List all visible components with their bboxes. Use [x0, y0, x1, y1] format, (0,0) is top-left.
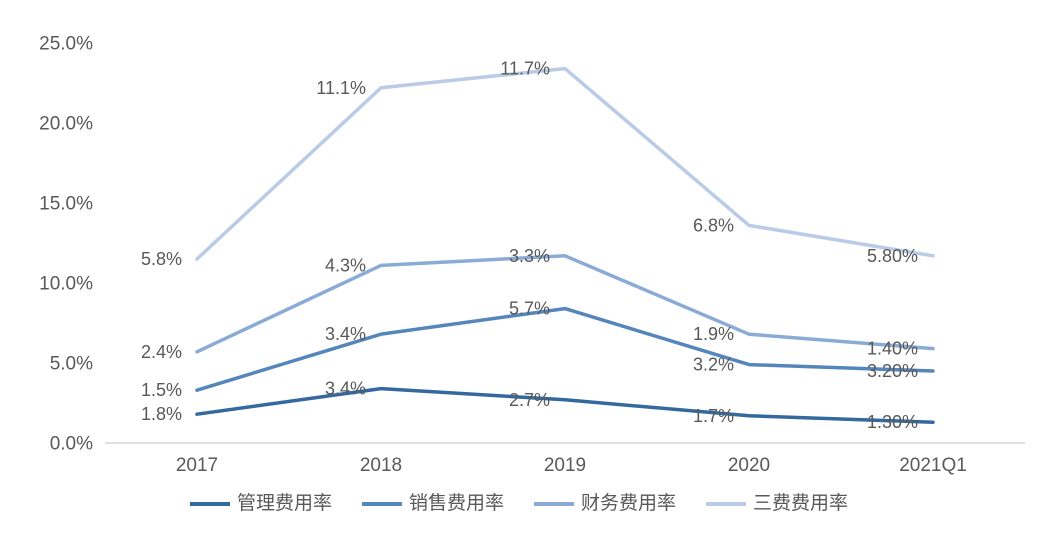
series-line-2: [195, 254, 935, 354]
data-label: 3.4%: [325, 379, 366, 399]
x-axis-tick-label: 2017: [176, 455, 218, 476]
legend-item-1: 销售费用率: [361, 493, 504, 514]
data-label: 2.7%: [509, 390, 550, 410]
y-axis-tick-label: 0.0%: [50, 434, 93, 455]
data-label: 2.4%: [141, 342, 182, 362]
data-label: 1.5%: [141, 380, 182, 400]
data-label: 3.20%: [867, 361, 918, 381]
y-axis-tick-label: 5.0%: [50, 354, 93, 375]
x-axis-tick-label: 2021Q1: [899, 455, 967, 476]
data-label: 1.9%: [693, 324, 734, 344]
data-label: 3.3%: [509, 246, 550, 266]
legend-line-swatch: [706, 501, 747, 506]
y-axis-tick-label: 25.0%: [39, 34, 93, 55]
x-axis-tick-label: 2019: [544, 455, 586, 476]
legend-item-0: 管理费用率: [189, 493, 332, 514]
series-line-0: [195, 386, 935, 424]
legend-item-3: 三费费用率: [706, 494, 848, 513]
x-axis-tick-label: 2018: [360, 455, 402, 476]
data-label: 5.80%: [867, 246, 918, 266]
legend-label: 销售费用率: [408, 493, 504, 514]
legend-line-swatch: [361, 501, 402, 506]
series-line-3: [195, 66, 935, 261]
data-label: 6.8%: [693, 215, 734, 235]
y-axis-tick-label: 20.0%: [39, 114, 93, 135]
y-axis-tick-label: 10.0%: [39, 274, 93, 295]
data-label: 1.40%: [867, 339, 918, 359]
data-label: 1.8%: [141, 404, 182, 424]
series-line-1: [195, 306, 935, 392]
y-axis-tick-label: 15.0%: [39, 194, 93, 215]
legend-label: 财务费用率: [581, 493, 677, 514]
legend-line-swatch: [189, 501, 230, 506]
data-label: 5.8%: [141, 249, 182, 269]
chart-legend: 管理费用率 销售费用率 财务费用率 三费费用率: [0, 494, 1038, 513]
data-label: 5.7%: [509, 299, 550, 319]
data-label: 3.4%: [325, 324, 366, 344]
data-label: 3.2%: [693, 355, 734, 375]
data-label: 11.7%: [500, 59, 550, 79]
legend-label: 管理费用率: [236, 493, 332, 514]
x-axis-tick-label: 2020: [728, 455, 770, 476]
legend-item-2: 财务费用率: [534, 494, 676, 513]
legend-line-swatch: [534, 501, 574, 506]
data-label: 4.3%: [325, 255, 366, 275]
legend-label: 三费费用率: [753, 493, 849, 514]
data-label: 11.1%: [316, 78, 366, 98]
data-label: 1.30%: [867, 412, 918, 432]
data-label: 1.7%: [693, 406, 734, 426]
